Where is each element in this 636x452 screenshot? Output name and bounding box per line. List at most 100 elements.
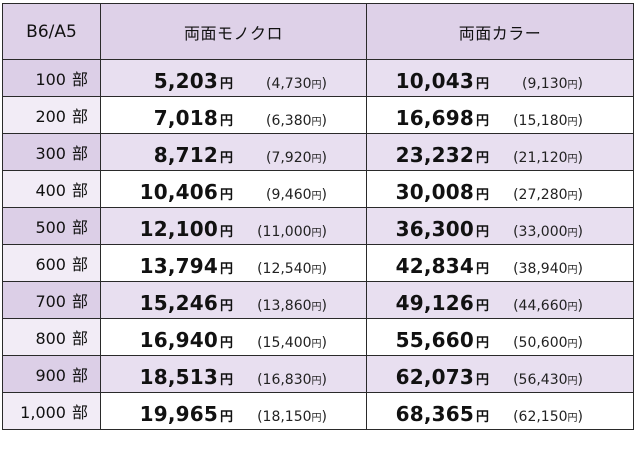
mono-price-cell: 19,965 円 (18,150円): [100, 392, 367, 430]
quantity-cell: 700 部: [2, 281, 101, 319]
mono-price-yen: 円: [220, 151, 234, 166]
mono-price-cell: 5,203 円 (4,730円): [100, 59, 367, 97]
color-price-before-tax-yen: 円: [567, 117, 578, 128]
mono-price: 12,100: [139, 217, 218, 241]
table-header: B6/A5 両面モノクロ 両面カラー: [2, 3, 634, 60]
table-row: 1,000 部 19,965 円 (18,150円) 68,365 円 (62,150…: [2, 392, 634, 430]
color-price: 62,073: [395, 365, 474, 389]
mono-price-yen: 円: [220, 336, 234, 351]
quantity-value: 300: [35, 144, 66, 163]
color-price-before-tax-value: 9,130: [527, 76, 568, 92]
quantity-unit: 部: [71, 366, 88, 385]
mono-price-yen: 円: [220, 114, 234, 129]
mono-price-cell: 16,940 円 (15,400円): [100, 318, 367, 356]
table-row: 300 部 8,712 円 (7,920円) 23,232 円 (21,120円): [2, 133, 634, 171]
color-price-before-tax-value: 15,180: [518, 113, 568, 129]
mono-price: 5,203: [153, 69, 218, 93]
quantity-unit: 部: [71, 181, 88, 200]
mono-price-cell: 13,794 円 (12,540円): [100, 244, 367, 282]
quantity-cell: 500 部: [2, 207, 101, 245]
color-price-before-tax-yen: 円: [567, 302, 578, 313]
color-price-before-tax: (50,600円): [513, 335, 584, 351]
quantity-unit: 部: [71, 107, 88, 126]
table-row: 100 部 5,203 円 (4,730円) 10,043 円 (9,130円): [2, 59, 634, 97]
color-price-cell: 49,126 円 (44,660円): [366, 281, 634, 319]
mono-price-cell: 12,100 円 (11,000円): [100, 207, 367, 245]
color-price-yen: 円: [476, 151, 490, 166]
mono-price-before-tax-value: 7,920: [271, 150, 312, 166]
color-price-before-tax: (33,000円): [513, 224, 584, 240]
color-price: 55,660: [395, 328, 474, 352]
color-price-before-tax-yen: 円: [567, 228, 578, 239]
mono-price-before-tax-yen: 円: [311, 80, 322, 91]
mono-price-before-tax-value: 11,000: [262, 224, 312, 240]
quantity-cell: 1,000 部: [2, 392, 101, 430]
color-price-cell: 16,698 円 (15,180円): [366, 96, 634, 134]
quantity-value: 600: [35, 255, 66, 274]
color-price: 36,300: [395, 217, 474, 241]
color-price-before-tax: (62,150円): [513, 409, 584, 425]
mono-header: 両面モノクロ: [100, 3, 367, 60]
quantity-cell: 600 部: [2, 244, 101, 282]
mono-price-before-tax: (13,860円): [257, 298, 328, 314]
mono-price: 13,794: [139, 254, 218, 278]
mono-price-yen: 円: [220, 373, 234, 388]
mono-price-yen: 円: [220, 188, 234, 203]
color-price-cell: 68,365 円 (62,150円): [366, 392, 634, 430]
quantity-value: 700: [35, 292, 66, 311]
mono-price-yen: 円: [220, 410, 234, 425]
table-row: 200 部 7,018 円 (6,380円) 16,698 円 (15,180円): [2, 96, 634, 134]
color-price-cell: 55,660 円 (50,600円): [366, 318, 634, 356]
mono-price-before-tax-value: 6,380: [271, 113, 312, 129]
color-price-yen: 円: [476, 188, 490, 203]
table-row: 800 部 16,940 円 (15,400円) 55,660 円 (50,600円): [2, 318, 634, 356]
mono-price: 19,965: [139, 402, 218, 426]
color-price-before-tax-value: 62,150: [518, 409, 568, 425]
mono-price-before-tax-yen: 円: [311, 117, 322, 128]
color-price-yen: 円: [476, 373, 490, 388]
mono-price: 18,513: [139, 365, 218, 389]
color-price-before-tax-yen: 円: [567, 413, 578, 424]
color-price: 68,365: [395, 402, 474, 426]
color-price-before-tax-yen: 円: [567, 154, 578, 165]
table-row: 500 部 12,100 円 (11,000円) 36,300 円 (33,000円): [2, 207, 634, 245]
color-price-before-tax-value: 50,600: [518, 335, 568, 351]
quantity-cell: 900 部: [2, 355, 101, 393]
mono-price-yen: 円: [220, 299, 234, 314]
mono-price-before-tax: (7,920円): [265, 150, 328, 166]
color-price-cell: 42,834 円 (38,940円): [366, 244, 634, 282]
mono-price-before-tax: (9,460円): [265, 187, 328, 203]
mono-price: 10,406: [139, 180, 218, 204]
quantity-cell: 100 部: [2, 59, 101, 97]
quantity-value: 100: [35, 70, 66, 89]
color-price-before-tax-yen: 円: [567, 191, 578, 202]
color-price-yen: 円: [476, 299, 490, 314]
color-price-before-tax-value: 56,430: [518, 372, 568, 388]
color-price-yen: 円: [476, 77, 490, 92]
color-price-before-tax-value: 38,940: [518, 261, 568, 277]
color-price-before-tax-yen: 円: [567, 376, 578, 387]
mono-price-cell: 15,246 円 (13,860円): [100, 281, 367, 319]
color-price: 42,834: [395, 254, 474, 278]
mono-price-before-tax-value: 4,730: [271, 76, 312, 92]
color-price-cell: 30,008 円 (27,280円): [366, 170, 634, 208]
mono-price-before-tax-value: 9,460: [271, 187, 312, 203]
mono-price: 7,018: [153, 106, 218, 130]
color-price-yen: 円: [476, 225, 490, 240]
color-price: 49,126: [395, 291, 474, 315]
color-price-yen: 円: [476, 262, 490, 277]
quantity-cell: 800 部: [2, 318, 101, 356]
mono-price-cell: 8,712 円 (7,920円): [100, 133, 367, 171]
mono-price-before-tax: (16,830円): [257, 372, 328, 388]
mono-price-before-tax: (4,730円): [265, 76, 328, 92]
color-price-before-tax: (56,430円): [513, 372, 584, 388]
color-price-before-tax: (27,280円): [513, 187, 584, 203]
mono-price-cell: 7,018 円 (6,380円): [100, 96, 367, 134]
quantity-value: 500: [35, 218, 66, 237]
mono-price-before-tax-yen: 円: [311, 228, 322, 239]
color-price-before-tax: (38,940円): [513, 261, 584, 277]
color-price: 16,698: [395, 106, 474, 130]
color-price-before-tax: (21,120円): [513, 150, 584, 166]
table-row: 900 部 18,513 円 (16,830円) 62,073 円 (56,430円): [2, 355, 634, 393]
mono-price-before-tax: (6,380円): [265, 113, 328, 129]
